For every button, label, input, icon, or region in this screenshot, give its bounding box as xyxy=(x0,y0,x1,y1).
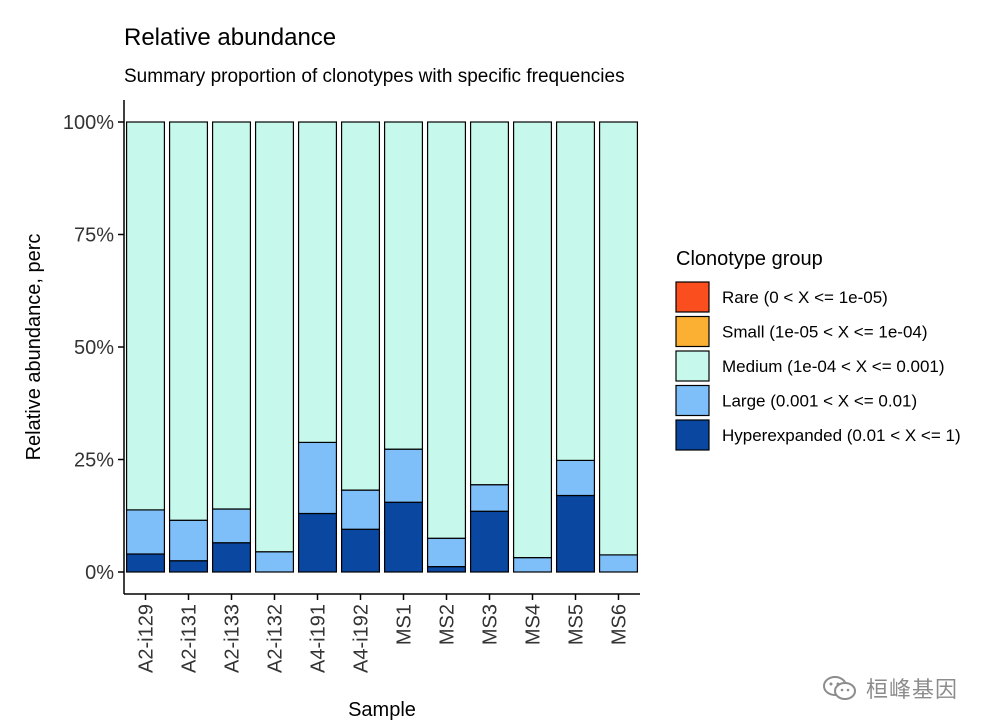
x-tick-label-A2-i133: A2-i133 xyxy=(222,604,244,673)
legend: Clonotype group Rare (0 < X <= 1e-05) Sma… xyxy=(675,248,961,451)
bar-segment-A2-i132-s1 xyxy=(254,551,295,573)
bar-segment-A4-i192-s1 xyxy=(340,489,381,530)
wechat-icon xyxy=(823,676,856,700)
bar-segment-MS3-s0 xyxy=(469,510,510,573)
bar-segment-MS5-s2 xyxy=(555,121,596,461)
x-axis-label: Sample xyxy=(348,699,416,721)
bar-segment-A4-i191-s2 xyxy=(297,121,338,443)
bar-segment-MS5-s0 xyxy=(555,494,596,573)
x-ticks-group: A2-i129 A2-i131 A2-i133 A2-i132 A4-i191 A4-i1… xyxy=(136,594,631,673)
legend-key-3 xyxy=(675,384,710,417)
bar-segment-A2-i129-s2 xyxy=(125,121,166,511)
y-tick-label: 0% xyxy=(85,562,114,584)
x-tick-label-MS5: MS5 xyxy=(566,604,588,645)
y-tick-label: 50% xyxy=(74,337,114,359)
bar-segment-A4-i192-s2 xyxy=(340,121,381,491)
x-tick-label-MS2: MS2 xyxy=(437,604,459,645)
legend-label-1: Small (1e-05 < X <= 1e-04) xyxy=(722,323,928,342)
x-tick-label-MS6: MS6 xyxy=(609,604,631,645)
bar-segment-MS1-s1 xyxy=(383,448,424,503)
legend-label-4: Hyperexpanded (0.01 < X <= 1) xyxy=(722,426,961,445)
y-tick-label: 100% xyxy=(63,112,114,134)
bar-segment-A4-i192-s0 xyxy=(340,528,381,573)
watermark: 桓峰基因 xyxy=(822,668,992,708)
legend-key-1 xyxy=(675,315,710,348)
x-tick-label-A4-i192: A4-i192 xyxy=(351,604,373,673)
bar-segment-MS6-s1 xyxy=(598,554,639,573)
legend-key-0 xyxy=(675,281,710,313)
bar-segment-A2-i133-s1 xyxy=(211,508,252,544)
bar-segment-MS2-s2 xyxy=(426,121,467,539)
bar-segment-MS4-s1 xyxy=(512,556,553,573)
x-tick-label-A2-i129: A2-i129 xyxy=(136,604,158,673)
x-tick-label-MS4: MS4 xyxy=(523,604,545,645)
legend-label-3: Large (0.001 < X <= 0.01) xyxy=(722,392,917,411)
x-tick-label-A2-i131: A2-i131 xyxy=(179,604,201,673)
bar-segment-MS3-s1 xyxy=(469,484,510,512)
legend-label-2: Medium (1e-04 < X <= 0.001) xyxy=(722,357,945,376)
x-tick-label-A4-i191: A4-i191 xyxy=(308,604,330,673)
legend-key-2 xyxy=(675,350,710,382)
bar-segment-MS2-s1 xyxy=(426,537,467,568)
y-ticks-group: 0% 25% 50% 75% 100% xyxy=(63,112,124,584)
bar-segment-A4-i191-s0 xyxy=(297,512,338,573)
bar-segment-MS6-s2 xyxy=(598,121,639,556)
chart-title: Relative abundance xyxy=(124,24,336,51)
legend-key-4 xyxy=(675,419,710,451)
bar-segment-A2-i129-s0 xyxy=(125,553,166,573)
bar-segment-A2-i133-s2 xyxy=(211,121,252,510)
legend-title: Clonotype group xyxy=(676,248,823,270)
bar-segment-MS1-s2 xyxy=(383,121,424,450)
y-tick-label: 25% xyxy=(74,450,114,472)
bar-segment-MS3-s2 xyxy=(469,121,510,486)
x-tick-label-MS3: MS3 xyxy=(480,604,502,645)
y-axis-label: Relative abundance, perc xyxy=(23,234,45,461)
bars-group xyxy=(125,121,639,573)
bar-segment-MS5-s1 xyxy=(555,459,596,497)
bar-segment-A2-i131-s2 xyxy=(168,121,209,521)
bar-segment-A2-i132-s2 xyxy=(254,121,295,553)
bar-segment-MS4-s2 xyxy=(512,121,553,559)
watermark-text: 桓峰基因 xyxy=(866,678,959,703)
bar-segment-MS1-s0 xyxy=(383,501,424,573)
bar-segment-A2-i129-s1 xyxy=(125,509,166,555)
y-tick-label: 75% xyxy=(74,225,114,247)
bar-segment-A2-i131-s1 xyxy=(168,519,209,562)
x-tick-label-A2-i132: A2-i132 xyxy=(265,604,287,673)
legend-label-0: Rare (0 < X <= 1e-05) xyxy=(722,288,888,307)
bar-segment-MS2-s0 xyxy=(426,565,467,573)
x-tick-label-MS1: MS1 xyxy=(394,604,416,645)
bar-segment-A4-i191-s1 xyxy=(297,441,338,515)
chart-subtitle: Summary proportion of clonotypes with sp… xyxy=(124,66,625,87)
bar-segment-A2-i133-s0 xyxy=(211,542,252,573)
bar-segment-A2-i131-s0 xyxy=(168,560,209,573)
